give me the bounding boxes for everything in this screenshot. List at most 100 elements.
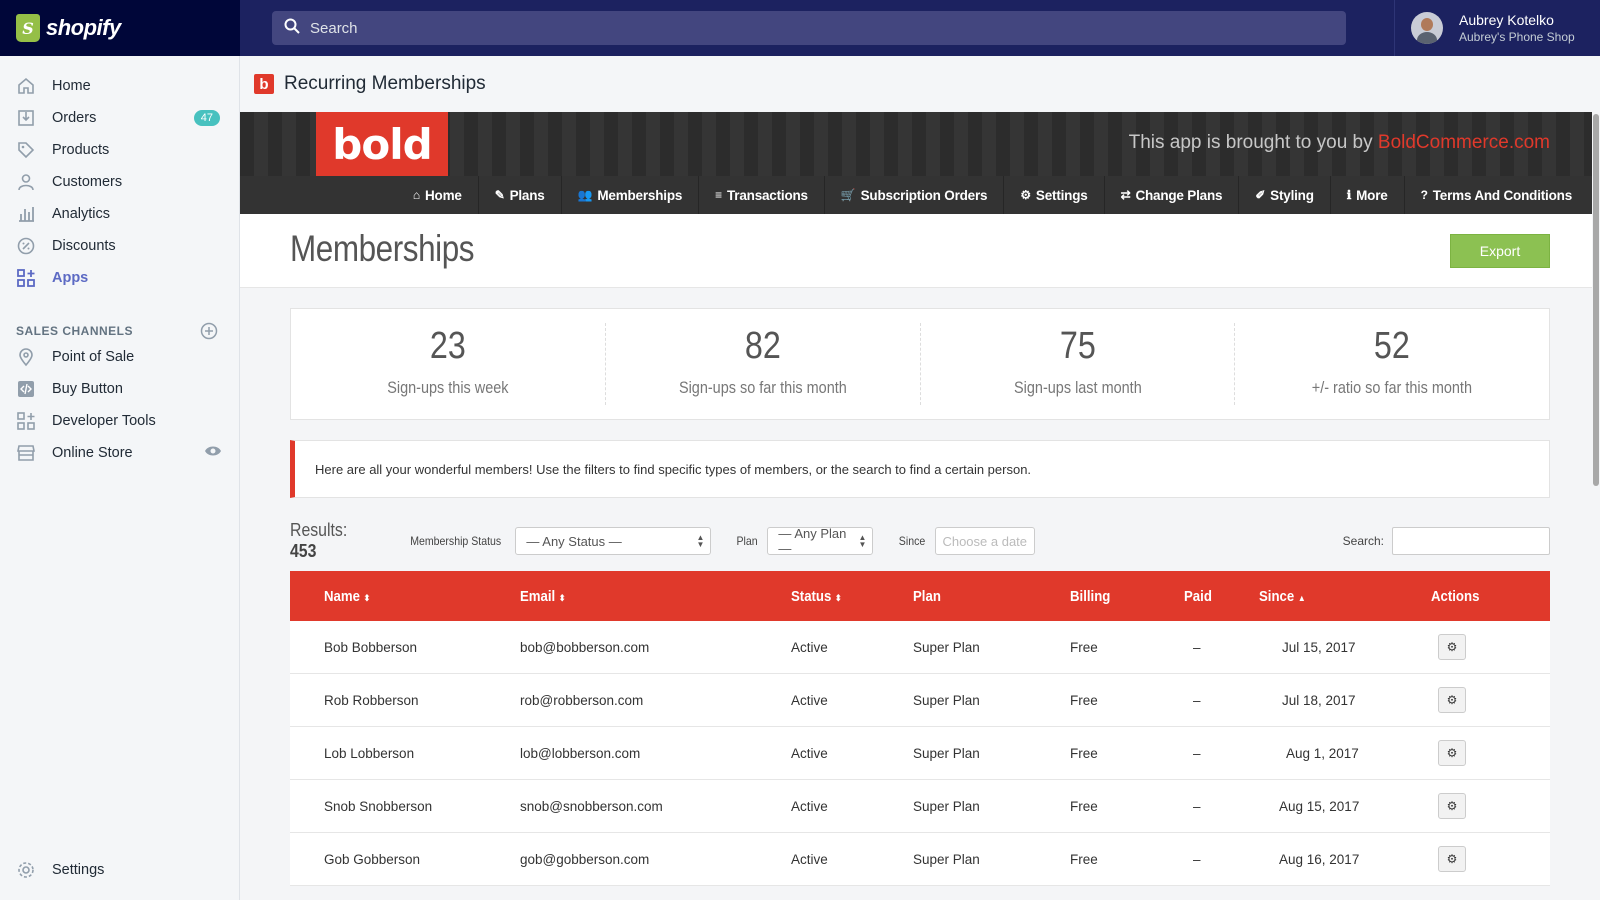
eye-icon[interactable] bbox=[204, 444, 222, 463]
table-row: Gob Gobberson gob@gobberson.com Active S… bbox=[290, 833, 1550, 886]
row-actions-button[interactable]: ⚙ bbox=[1438, 687, 1466, 713]
status-filter-label: Membership Status bbox=[410, 534, 502, 548]
scrollbar-thumb[interactable] bbox=[1593, 114, 1599, 486]
column-since[interactable]: Since ▲ bbox=[1259, 587, 1306, 605]
sidebar-item-products[interactable]: Products bbox=[0, 134, 240, 166]
user-menu[interactable]: Aubrey Kotelko Aubrey's Phone Shop bbox=[1394, 0, 1600, 56]
avatar bbox=[1411, 12, 1443, 44]
plan-select[interactable]: — Any Plan — ▲ ▼ bbox=[767, 526, 874, 556]
column-paid[interactable]: Paid bbox=[1184, 587, 1212, 605]
cell-billing: Free bbox=[1070, 639, 1098, 655]
sidebar-item-home[interactable]: Home bbox=[0, 70, 240, 102]
cell-name: Rob Robberson bbox=[324, 692, 419, 708]
app-nav-memberships[interactable]: 👥 Memberships bbox=[562, 176, 700, 214]
since-date-input[interactable]: Choose a date bbox=[935, 527, 1036, 555]
discount-icon bbox=[16, 236, 36, 256]
cell-billing: Free bbox=[1070, 692, 1098, 708]
stat-label: +/- ratio so far this month bbox=[1312, 378, 1473, 397]
search-input[interactable] bbox=[310, 19, 1210, 37]
sidebar-item-label: Customers bbox=[52, 174, 123, 190]
app-nav-more[interactable]: ℹ More bbox=[1331, 176, 1405, 214]
sidebar-item-point-of-sale[interactable]: Point of Sale bbox=[0, 341, 240, 373]
app-nav: ⌂ Home ✎ Plans 👥 Memberships ≡ Transactions … bbox=[240, 176, 1600, 214]
row-actions-button[interactable]: ⚙ bbox=[1438, 846, 1466, 872]
stat-label: Sign-ups this week bbox=[387, 378, 509, 397]
edit-icon: ✎ bbox=[494, 188, 505, 202]
apps-icon bbox=[16, 268, 36, 288]
sidebar-item-label: Orders bbox=[52, 110, 97, 126]
app-nav-transactions[interactable]: ≡ Transactions bbox=[699, 176, 825, 214]
app-title: Recurring Memberships bbox=[284, 73, 486, 94]
top-bar: S shopify Aubrey Kotelko Aubrey's Phone … bbox=[0, 0, 1600, 56]
cell-email: lob@lobberson.com bbox=[520, 745, 641, 761]
sidebar-item-analytics[interactable]: Analytics bbox=[0, 198, 240, 230]
plan-filter-label: Plan bbox=[736, 534, 758, 548]
cell-since: Jul 15, 2017 bbox=[1282, 639, 1356, 655]
cell-name: Snob Snobberson bbox=[324, 798, 433, 814]
sidebar-item-label: Discounts bbox=[52, 238, 116, 254]
orders-count-badge: 47 bbox=[193, 110, 220, 126]
app-nav-styling[interactable]: ✐ Styling bbox=[1239, 176, 1331, 214]
exchange-icon: ⇄ bbox=[1120, 188, 1131, 202]
cart-icon: 🛒 bbox=[840, 188, 856, 202]
main-content: b Recurring Memberships bold This app is… bbox=[240, 56, 1600, 900]
sidebar-item-label: Online Store bbox=[52, 445, 133, 461]
cell-paid: – bbox=[1193, 798, 1201, 814]
gear-icon: ⚙ bbox=[1020, 188, 1031, 202]
cell-plan: Super Plan bbox=[913, 639, 980, 655]
bold-logo[interactable]: bold bbox=[316, 112, 448, 176]
cell-email: snob@snobberson.com bbox=[520, 798, 663, 814]
app-nav-terms[interactable]: ? Terms And Conditions bbox=[1420, 187, 1573, 203]
table-search-input[interactable] bbox=[1392, 527, 1550, 555]
shopify-logo[interactable]: S shopify bbox=[0, 0, 240, 56]
app-frame: bold This app is brought to you by BoldC… bbox=[240, 112, 1600, 900]
status-select[interactable]: — Any Status — ▲ ▼ bbox=[515, 527, 712, 555]
app-nav-change-plans[interactable]: ⇄ Change Plans bbox=[1105, 176, 1240, 214]
row-actions-button[interactable]: ⚙ bbox=[1438, 740, 1466, 766]
column-email[interactable]: Email ⬍ bbox=[520, 587, 566, 605]
brand-name: shopify bbox=[46, 15, 121, 40]
sidebar-item-developer-tools[interactable]: Developer Tools bbox=[0, 405, 240, 437]
sidebar-item-discounts[interactable]: Discounts bbox=[0, 230, 240, 262]
sort-icon: ⬍ bbox=[835, 592, 842, 603]
column-plan[interactable]: Plan bbox=[913, 587, 941, 605]
sidebar-item-apps[interactable]: Apps bbox=[0, 262, 240, 294]
select-arrows-icon: ▲ ▼ bbox=[696, 533, 705, 549]
shop-name: Aubrey's Phone Shop bbox=[1459, 30, 1575, 44]
cell-since: Aug 15, 2017 bbox=[1279, 798, 1360, 814]
table-row: Snob Snobberson snob@snobberson.com Acti… bbox=[290, 780, 1550, 833]
app-nav-subscription-orders[interactable]: 🛒 Subscription Orders bbox=[825, 176, 1005, 214]
bar-chart-icon bbox=[16, 204, 36, 224]
app-nav-plans[interactable]: ✎ Plans bbox=[479, 176, 562, 214]
sidebar-item-customers[interactable]: Customers bbox=[0, 166, 240, 198]
app-nav-settings[interactable]: ⚙ Settings bbox=[1004, 176, 1105, 214]
person-icon bbox=[16, 172, 36, 192]
search-bar[interactable] bbox=[272, 11, 1346, 45]
cell-paid: – bbox=[1193, 851, 1201, 867]
app-nav-home[interactable]: ⌂ Home bbox=[397, 176, 479, 214]
sidebar-item-online-store[interactable]: Online Store bbox=[0, 437, 240, 469]
row-actions-button[interactable]: ⚙ bbox=[1438, 793, 1466, 819]
store-icon bbox=[16, 443, 36, 463]
page-header: Memberships Export bbox=[240, 214, 1600, 288]
column-status[interactable]: Status ⬍ bbox=[791, 587, 842, 605]
boldcommerce-link[interactable]: BoldCommerce.com bbox=[1377, 132, 1550, 153]
cell-paid: – bbox=[1193, 692, 1201, 708]
sidebar-item-label: Point of Sale bbox=[52, 349, 135, 365]
code-icon bbox=[16, 379, 36, 399]
frame-scrollbar[interactable] bbox=[1592, 112, 1600, 900]
gear-icon: ⚙ bbox=[1446, 799, 1458, 813]
sort-asc-icon: ▲ bbox=[1297, 592, 1306, 603]
row-actions-button[interactable]: ⚙ bbox=[1438, 634, 1466, 660]
add-channel-icon[interactable] bbox=[200, 322, 218, 340]
sidebar-item-buy-button[interactable]: Buy Button bbox=[0, 373, 240, 405]
column-billing[interactable]: Billing bbox=[1070, 587, 1111, 605]
brush-icon: ✐ bbox=[1255, 188, 1266, 202]
export-button[interactable]: Export bbox=[1450, 234, 1550, 268]
sidebar-item-orders[interactable]: Orders 47 bbox=[0, 102, 240, 134]
cell-billing: Free bbox=[1070, 798, 1098, 814]
shopify-bag-icon: S bbox=[16, 14, 40, 42]
column-name[interactable]: Name ⬍ bbox=[324, 587, 371, 605]
select-arrows-icon: ▲ ▼ bbox=[858, 533, 867, 549]
sidebar-item-settings[interactable]: Settings bbox=[0, 854, 240, 886]
